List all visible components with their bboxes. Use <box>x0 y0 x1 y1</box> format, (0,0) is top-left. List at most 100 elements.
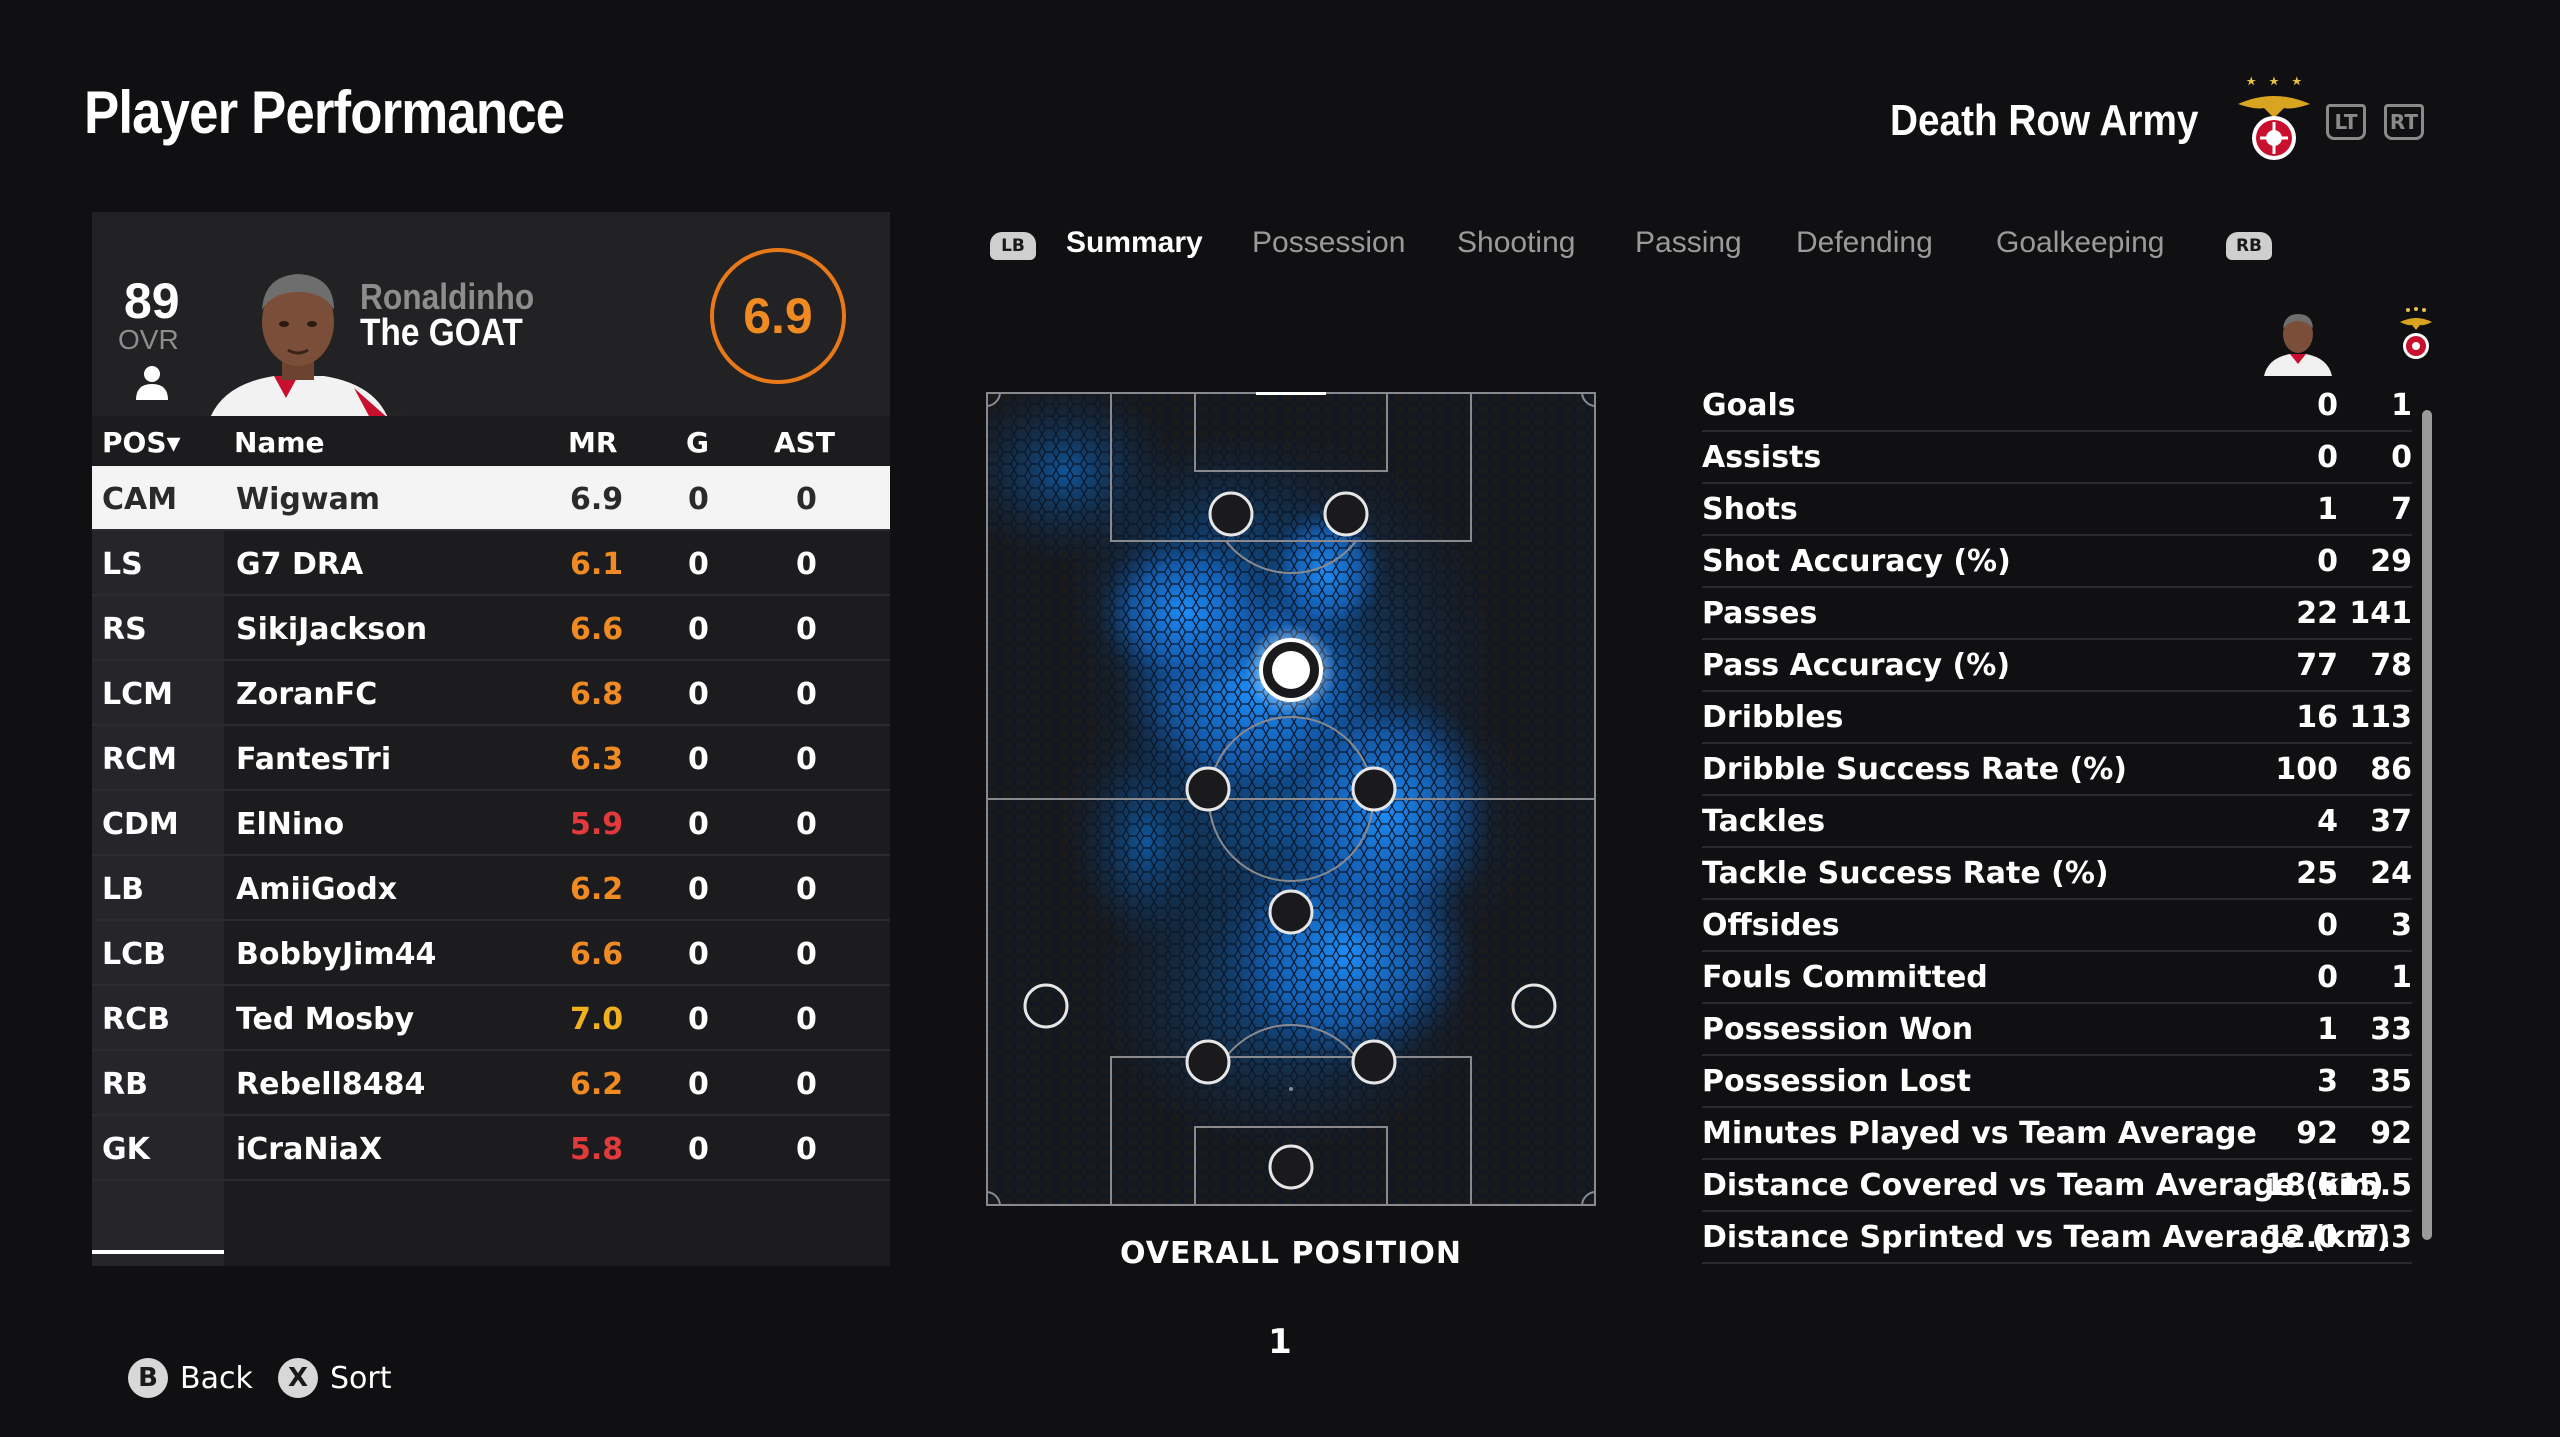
stat-player-value: 77 <box>2296 648 2338 683</box>
stat-label: Shot Accuracy (%) <box>1702 544 2011 579</box>
stat-team-value: 37 <box>2370 804 2412 839</box>
player-position: RB <box>102 1067 148 1102</box>
player-avatar-icon <box>2264 314 2332 376</box>
stat-player-value: 0 <box>2317 908 2338 943</box>
player-goals: 0 <box>688 1132 709 1167</box>
tab-shooting[interactable]: Shooting <box>1457 226 1576 259</box>
player-assists: 0 <box>796 1002 817 1037</box>
stat-player-value: 0 <box>2317 960 2338 995</box>
stats-scrollbar[interactable] <box>2422 410 2432 1240</box>
player-assists: 0 <box>796 1132 817 1167</box>
stat-team-value: 3 <box>2391 908 2412 943</box>
player-ovr: 89 <box>124 273 180 329</box>
tab-summary[interactable]: Summary <box>1066 226 1203 259</box>
match-rating-badge: 6.9 <box>710 248 846 384</box>
stat-team-value: 1 <box>2391 960 2412 995</box>
stat-label: Assists <box>1702 440 1822 475</box>
player-goals: 0 <box>688 677 709 712</box>
stat-label: Possession Won <box>1702 1012 1974 1047</box>
player-assists: 0 <box>796 612 817 647</box>
stat-label: Tackle Success Rate (%) <box>1702 856 2109 891</box>
back-hint[interactable]: B Back <box>128 1358 253 1398</box>
assists-header: AST <box>774 426 835 459</box>
stat-row: Passes 22 141 <box>1702 588 2412 640</box>
stat-player-value: 92 <box>2296 1116 2338 1151</box>
tab-possession[interactable]: Possession <box>1252 226 1406 259</box>
stat-player-value: 12.0 <box>2263 1220 2338 1255</box>
stat-player-value: 18.6 <box>2263 1168 2338 1203</box>
stat-team-value: 7.3 <box>2358 1220 2412 1255</box>
stat-team-value: 113 <box>2349 700 2412 735</box>
player-match-rating: 6.2 <box>570 1067 624 1102</box>
sort-label: Sort <box>330 1360 392 1396</box>
pitch-caption: OVERALL POSITION <box>1120 1236 1462 1271</box>
sort-hint[interactable]: X Sort <box>278 1358 392 1398</box>
stat-label: Possession Lost <box>1702 1064 1971 1099</box>
table-row[interactable]: RCM FantesTri 6.3 0 0 <box>92 726 890 791</box>
player-assists: 0 <box>796 677 817 712</box>
tab-defending[interactable]: Defending <box>1796 226 1933 259</box>
rb-bumper-button[interactable]: RB <box>2226 232 2272 260</box>
rt-trigger-button[interactable]: RT <box>2384 104 2424 140</box>
stat-team-value: 15.5 <box>2337 1168 2412 1203</box>
stat-label: Fouls Committed <box>1702 960 1988 995</box>
table-row[interactable]: LCM ZoranFC 6.8 0 0 <box>92 661 890 726</box>
stat-player-value: 3 <box>2317 1064 2338 1099</box>
stat-row: Shot Accuracy (%) 0 29 <box>1702 536 2412 588</box>
stat-row: Tackles 4 37 <box>1702 796 2412 848</box>
table-row[interactable]: CAM Wigwam 6.9 0 0 <box>92 466 890 531</box>
player-assists: 0 <box>796 482 817 517</box>
mr-header: MR <box>568 426 618 459</box>
table-row[interactable]: CDM ElNino 5.9 0 0 <box>92 791 890 856</box>
stat-label: Tackles <box>1702 804 1826 839</box>
table-row[interactable]: LCB BobbyJim44 6.6 0 0 <box>92 921 890 986</box>
player-goals: 0 <box>688 937 709 972</box>
stat-row: Distance Sprinted vs Team Average (km) 12… <box>1702 1212 2412 1264</box>
table-row[interactable]: GK iCraNiaX 5.8 0 0 <box>92 1116 890 1181</box>
player-match-rating: 5.9 <box>570 807 624 842</box>
stat-team-value: 92 <box>2370 1116 2412 1151</box>
player-name: Ted Mosby <box>236 1002 415 1037</box>
stat-row: Assists 0 0 <box>1702 432 2412 484</box>
player-last-name: The GOAT <box>360 312 523 354</box>
table-row[interactable]: LB AmiiGodx 6.2 0 0 <box>92 856 890 921</box>
stat-row: Minutes Played vs Team Average 92 92 <box>1702 1108 2412 1160</box>
lt-trigger-button[interactable]: LT <box>2326 104 2366 140</box>
player-name: SikiJackson <box>236 612 428 647</box>
table-row[interactable]: LS G7 DRA 6.1 0 0 <box>92 531 890 596</box>
stat-label: Dribble Success Rate (%) <box>1702 752 2127 787</box>
pos-sort-header[interactable]: POS▾ <box>102 426 181 459</box>
player-match-rating: 6.2 <box>570 872 624 907</box>
stat-player-value: 22 <box>2296 596 2338 631</box>
stat-label: Dribbles <box>1702 700 1844 735</box>
stat-team-value: 78 <box>2370 648 2412 683</box>
table-row[interactable]: RB Rebell8484 6.2 0 0 <box>92 1051 890 1116</box>
player-goals: 0 <box>688 807 709 842</box>
tab-passing[interactable]: Passing <box>1635 226 1742 259</box>
table-row[interactable]: RS SikiJackson 6.6 0 0 <box>92 596 890 661</box>
player-match-rating: 6.8 <box>570 677 624 712</box>
lb-bumper-button[interactable]: LB <box>990 232 1036 260</box>
table-row[interactable]: RCB Ted Mosby 7.0 0 0 <box>92 986 890 1051</box>
player-goals: 0 <box>688 742 709 777</box>
player-name: ZoranFC <box>236 677 378 712</box>
player-photo <box>174 274 434 416</box>
stat-team-value: 141 <box>2349 596 2412 631</box>
stat-label: Goals <box>1702 388 1796 423</box>
stat-team-value: 0 <box>2391 440 2412 475</box>
person-icon <box>136 366 168 400</box>
name-header: Name <box>234 426 325 459</box>
player-match-rating: 6.6 <box>570 612 624 647</box>
back-label: Back <box>180 1360 253 1396</box>
player-match-rating: 6.6 <box>570 937 624 972</box>
stat-label: Passes <box>1702 596 1818 631</box>
comparison-icons <box>2264 307 2432 376</box>
stat-player-value: 25 <box>2296 856 2338 891</box>
tab-goalkeeping[interactable]: Goalkeeping <box>1996 226 2165 259</box>
stat-team-value: 24 <box>2370 856 2412 891</box>
player-goals: 0 <box>688 612 709 647</box>
stat-label: Distance Covered vs Team Average (km) <box>1702 1168 2384 1203</box>
player-position: LB <box>102 872 144 907</box>
stat-row: Possession Lost 3 35 <box>1702 1056 2412 1108</box>
club-crest-small-icon <box>2400 307 2432 359</box>
